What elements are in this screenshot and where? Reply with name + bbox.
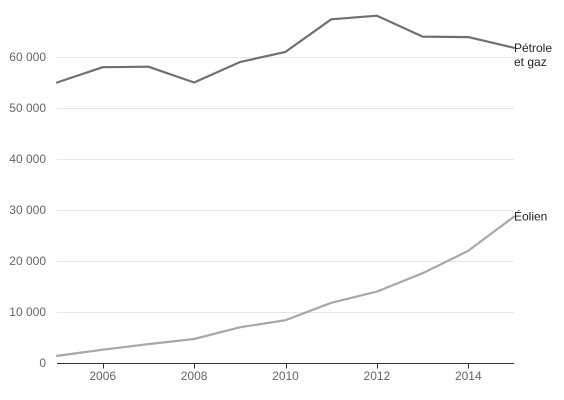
- y-tick-label: 60 000: [9, 50, 46, 64]
- y-tick-label: 40 000: [9, 152, 46, 166]
- series-label-1: Éolien: [514, 209, 547, 224]
- x-tick-label: 2014: [455, 369, 482, 383]
- series-line-1: [55, 215, 516, 357]
- y-tick-label: 30 000: [9, 203, 46, 217]
- series-lines: [55, 14, 516, 357]
- x-tick-label: 2012: [364, 369, 391, 383]
- series-line-0: [55, 14, 516, 84]
- y-tick-label: 20 000: [9, 254, 46, 268]
- y-tick-label: 50 000: [9, 101, 46, 115]
- series-label-line: et gaz: [514, 55, 547, 69]
- y-tick-label: 0: [39, 356, 46, 370]
- series-label-line: Éolien: [514, 209, 547, 224]
- x-tick-label: 2008: [181, 369, 208, 383]
- x-tick-label: 2010: [272, 369, 299, 383]
- gridlines: [57, 57, 514, 313]
- y-tick-label: 10 000: [9, 305, 46, 319]
- labels: 0 10 000 20 000 30 000 40 000 50 000 60 000 200…: [9, 41, 552, 383]
- series-label-line: Pétrole: [514, 41, 552, 55]
- axes: [57, 363, 514, 369]
- x-tick-label: 2006: [89, 369, 116, 383]
- series-label-0: Pétrole et gaz: [514, 41, 552, 69]
